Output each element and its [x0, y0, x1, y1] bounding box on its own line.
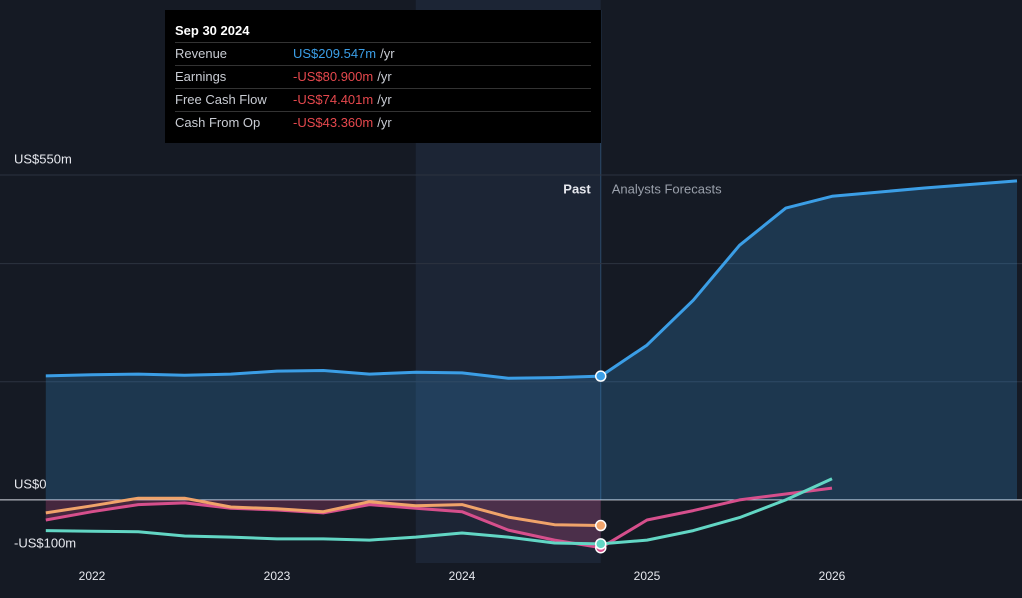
tooltip-unit: /yr [377, 92, 392, 107]
series-marker [595, 538, 607, 550]
x-tick-label: 2023 [264, 569, 291, 583]
y-tick-label: US$550m [14, 151, 72, 166]
tooltip-row: Free Cash Flow -US$74.401m/yr [175, 89, 591, 112]
tooltip-row: Cash From Op -US$43.360m/yr [175, 112, 591, 134]
y-tick-label: -US$100m [14, 535, 76, 550]
tooltip-value: -US$80.900m [293, 69, 374, 84]
tooltip-row: Earnings -US$80.900m/yr [175, 66, 591, 89]
tooltip-value: -US$74.401m [293, 92, 374, 107]
series-line [45, 477, 833, 546]
forecast-label: Analysts Forecasts [612, 181, 722, 196]
series-line [45, 179, 1018, 380]
tooltip-value: US$209.547m [293, 46, 377, 61]
tooltip-date: Sep 30 2024 [175, 20, 591, 43]
marks-layer [45, 179, 1018, 554]
tooltip-label: Earnings [175, 69, 227, 84]
x-tick-label: 2024 [449, 569, 476, 583]
tooltip-row: Revenue US$209.547m/yr [175, 43, 591, 66]
x-tick-label: 2022 [79, 569, 106, 583]
tooltip-unit: /yr [377, 69, 392, 84]
series-marker [595, 370, 607, 382]
tooltip-label: Revenue [175, 46, 228, 61]
x-tick-label: 2025 [634, 569, 661, 583]
tooltip-label: Cash From Op [175, 115, 261, 130]
past-label: Past [563, 181, 591, 196]
series-line [45, 486, 833, 550]
series-line [45, 496, 601, 527]
tooltip-unit: /yr [380, 46, 395, 61]
x-tick-label: 2026 [819, 569, 846, 583]
series-marker [595, 519, 607, 532]
tooltip-value: -US$43.360m [293, 115, 374, 130]
revenue-area [45, 180, 1017, 500]
tooltip-unit: /yr [377, 115, 392, 130]
tooltip-label: Free Cash Flow [175, 92, 267, 107]
y-tick-label: US$0 [14, 476, 47, 491]
tooltip: Sep 30 2024 Revenue US$209.547m/yr Earning… [165, 10, 601, 143]
